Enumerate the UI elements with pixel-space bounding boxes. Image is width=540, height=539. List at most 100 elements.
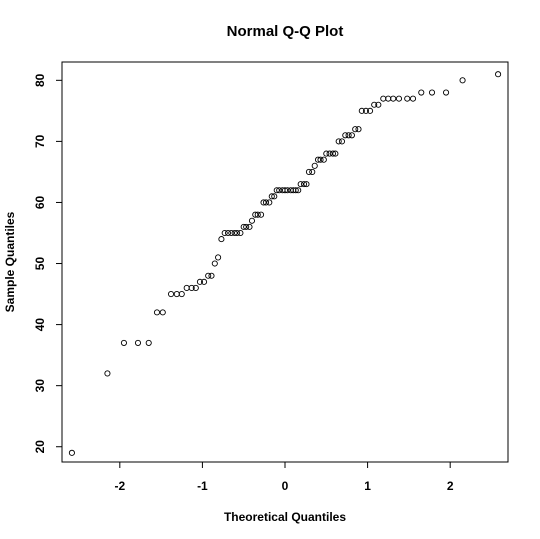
data-point [292, 187, 299, 194]
data-point [355, 126, 362, 133]
data-point [362, 107, 369, 114]
data-point [120, 339, 127, 346]
data-point [167, 291, 175, 298]
data-points [68, 71, 502, 456]
data-point [284, 187, 291, 194]
y-tick-label: 30 [33, 379, 47, 393]
data-point [145, 339, 152, 346]
data-point [153, 309, 161, 316]
data-point [173, 291, 180, 298]
data-point [178, 291, 185, 298]
data-point [159, 309, 166, 316]
y-tick-label: 40 [33, 318, 47, 332]
data-point [335, 138, 342, 145]
data-point [338, 138, 346, 145]
data-point [323, 150, 330, 157]
data-point [326, 150, 333, 157]
data-point [352, 126, 359, 133]
data-point [240, 223, 247, 230]
data-point [345, 132, 352, 139]
y-tick-label: 80 [33, 73, 47, 87]
data-point [262, 199, 270, 206]
data-point [104, 370, 111, 377]
y-tick-label: 60 [33, 195, 47, 209]
data-point [375, 101, 382, 108]
data-point [231, 229, 238, 237]
data-point [188, 284, 195, 292]
data-point [281, 187, 289, 194]
data-point [443, 89, 450, 96]
data-point [428, 89, 436, 96]
data-point [314, 156, 322, 163]
x-axis-label: Theoretical Quantiles [224, 510, 346, 524]
data-point [205, 272, 212, 279]
data-point [237, 229, 244, 237]
y-tick-label: 70 [33, 134, 47, 148]
data-point [234, 229, 241, 237]
y-tick-label: 50 [33, 257, 47, 271]
data-point [268, 193, 275, 200]
data-point [276, 187, 283, 194]
data-point [342, 132, 349, 139]
data-point [332, 150, 339, 157]
data-point [196, 278, 203, 285]
chart-title: Normal Q-Q Plot [227, 23, 344, 40]
y-axis: 20 30 40 50 60 70 80 [33, 73, 63, 454]
data-point [221, 229, 228, 237]
x-tick-label: -2 [114, 479, 125, 493]
data-point [303, 181, 310, 188]
x-tick-label: 1 [364, 479, 371, 493]
y-tick-label: 20 [33, 440, 47, 454]
data-point [246, 223, 253, 230]
data-point [273, 187, 280, 194]
y-axis-label: Sample Quantiles [3, 211, 17, 312]
data-point [404, 95, 411, 102]
data-point [300, 181, 308, 188]
data-point [254, 211, 261, 218]
data-point [215, 254, 222, 261]
data-point [228, 229, 235, 237]
data-point [218, 236, 225, 243]
data-point [348, 132, 355, 139]
data-point [418, 89, 425, 96]
data-point [495, 71, 502, 78]
data-point [390, 95, 397, 102]
data-point [409, 95, 417, 102]
x-tick-label: 0 [282, 479, 289, 493]
data-point [243, 223, 250, 230]
data-point [266, 199, 273, 206]
data-point [224, 229, 232, 237]
x-axis: -2 -1 0 1 2 [114, 461, 454, 493]
data-point [311, 162, 318, 169]
data-point [208, 272, 215, 279]
data-point [305, 168, 313, 175]
data-point [385, 95, 392, 102]
data-point [295, 187, 302, 194]
data-point [68, 449, 75, 456]
data-point [367, 107, 374, 114]
data-point [297, 181, 304, 188]
data-point [320, 156, 327, 163]
data-point [395, 95, 403, 102]
data-point [248, 217, 256, 224]
data-point [201, 278, 208, 285]
data-point [317, 156, 324, 163]
x-tick-label: -1 [197, 479, 208, 493]
data-point [211, 260, 218, 267]
data-point [358, 107, 365, 114]
x-tick-label: 2 [447, 479, 454, 493]
data-point [329, 150, 336, 157]
plot-frame [61, 61, 509, 463]
data-point [257, 211, 265, 218]
data-point [309, 168, 316, 175]
data-point [252, 211, 259, 218]
data-point [260, 199, 267, 206]
data-point [459, 77, 466, 84]
data-point [134, 339, 142, 346]
data-point [371, 101, 378, 108]
data-point [192, 284, 199, 292]
data-point [183, 284, 190, 292]
data-point [271, 193, 278, 200]
data-point [380, 95, 387, 102]
